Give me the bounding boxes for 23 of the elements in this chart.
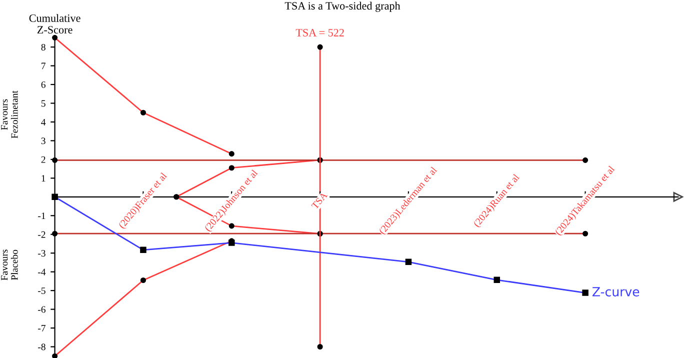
text: Favours Fezolinetant xyxy=(1,90,18,138)
y-tick-label: -1 xyxy=(38,212,46,220)
y-tick-label: -5 xyxy=(38,288,46,294)
y-tick-label: -2 xyxy=(38,231,46,238)
y-tick-label: 3 xyxy=(41,138,46,144)
chart-title: TSA is a Two-sided graph xyxy=(284,2,400,12)
annotation: TSA = 522 xyxy=(296,28,344,36)
y-tick-label: -4 xyxy=(38,268,46,276)
y-axis-title: Cumulative Z-Score xyxy=(29,14,80,34)
y-tick-label: 7 xyxy=(42,62,46,70)
text: Favours Placebo xyxy=(1,250,18,280)
y-tick-label: -7 xyxy=(38,325,46,332)
y-tick-label: -3 xyxy=(38,250,46,257)
y-tick-label: 6 xyxy=(41,81,46,88)
series-label: Z-curve xyxy=(592,287,640,296)
y-tick-label: 4 xyxy=(41,118,46,126)
y-tick-label: -6 xyxy=(38,306,46,313)
y-tick-label: 8 xyxy=(41,44,46,51)
y-tick-label: 1 xyxy=(42,175,46,182)
y-tick-label: 5 xyxy=(41,100,46,107)
y-tick-label: -8 xyxy=(38,344,46,350)
x-tick-label: TSA xyxy=(311,191,328,210)
y-tick-label: 2 xyxy=(41,156,46,163)
